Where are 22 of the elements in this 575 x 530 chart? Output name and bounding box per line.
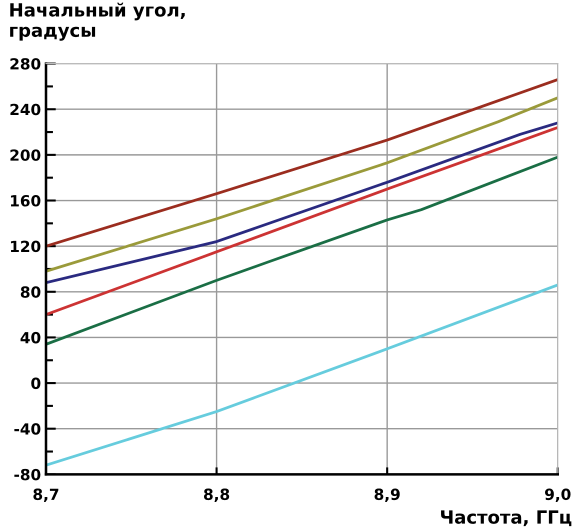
x-axis-title: Частота, ГГц xyxy=(441,510,572,526)
y-axis-title: Начальный угол, градусы xyxy=(10,2,185,41)
y-tick-label: -40 xyxy=(14,423,40,435)
x-tick-label: 8,9 xyxy=(374,488,400,502)
x-tick-label: 8,8 xyxy=(204,488,230,502)
y-tick-label: -80 xyxy=(14,468,40,480)
line-series xyxy=(46,156,558,346)
line-series xyxy=(46,284,558,467)
y-tick-label: 120 xyxy=(10,240,40,252)
line-series xyxy=(46,122,558,284)
x-tick-label: 8,7 xyxy=(33,488,58,502)
y-tick-label: 280 xyxy=(10,58,40,70)
line-series xyxy=(46,126,558,316)
y-tick-label: 240 xyxy=(10,104,40,116)
y-tick-label: 200 xyxy=(10,149,40,161)
line-series xyxy=(46,96,558,273)
line-series xyxy=(46,78,558,248)
y-tick-label: 160 xyxy=(10,194,40,207)
x-tick-label: 9,0 xyxy=(545,488,571,502)
y-tick-label: 40 xyxy=(20,332,40,344)
y-tick-label: 0 xyxy=(31,378,40,390)
y-tick-label: 80 xyxy=(20,286,40,298)
